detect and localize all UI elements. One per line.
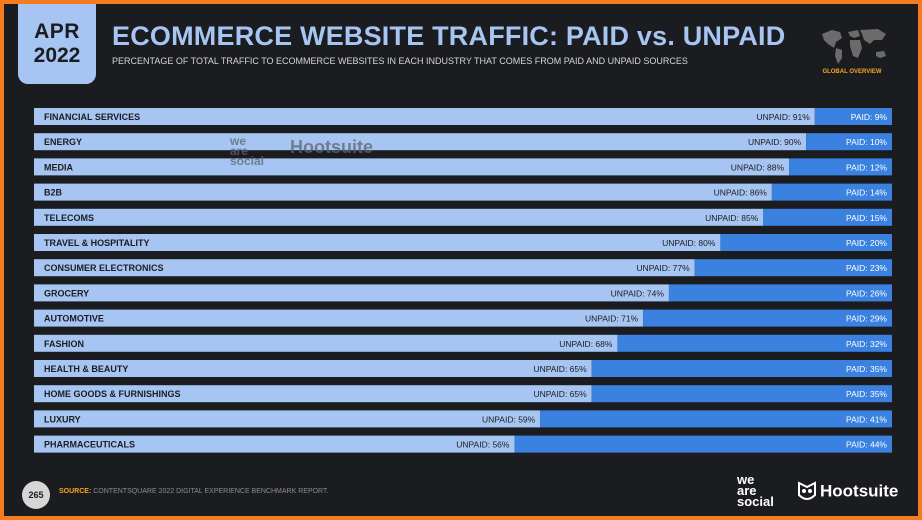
unpaid-value-label: UNPAID: 68% [559, 339, 613, 349]
we-are-social-logo: we are social [737, 472, 787, 509]
date-badge: APR 2022 [18, 4, 96, 84]
paid-value-label: PAID: 44% [846, 440, 887, 450]
unpaid-value-label: UNPAID: 74% [611, 288, 665, 298]
unpaid-value-label: UNPAID: 56% [456, 440, 510, 450]
global-overview-label: GLOBAL OVERVIEW [822, 69, 882, 75]
bar-unpaid [34, 158, 790, 176]
paid-value-label: PAID: 9% [851, 112, 888, 122]
bar-unpaid [34, 385, 592, 403]
bar-unpaid [34, 108, 815, 125]
bar-unpaid [34, 309, 644, 327]
category-label: FINANCIAL SERVICES [44, 112, 140, 122]
slide: APR 2022 ECOMMERCE WEBSITE TRAFFIC: PAID… [4, 4, 918, 516]
bar-unpaid [34, 435, 515, 453]
category-label: AUTOMOTIVE [44, 314, 104, 324]
logo-are: are [737, 483, 757, 498]
page-title: ECOMMERCE WEBSITE TRAFFIC: PAID vs. UNPA… [112, 21, 786, 51]
date-month: APR [34, 20, 80, 43]
category-label: HEALTH & BEAUTY [44, 364, 128, 374]
paid-value-label: PAID: 12% [846, 162, 887, 172]
paid-value-label: PAID: 14% [846, 188, 887, 198]
category-label: PHARMACEUTICALS [44, 440, 135, 450]
logo-social: social [737, 494, 774, 509]
unpaid-value-label: UNPAID: 91% [757, 112, 811, 122]
unpaid-value-label: UNPAID: 77% [636, 263, 690, 273]
watermark-are: are [230, 144, 249, 158]
unpaid-value-label: UNPAID: 86% [714, 188, 768, 198]
date-year: 2022 [33, 44, 81, 67]
unpaid-value-label: UNPAID: 65% [533, 364, 587, 374]
logo-we: we [737, 472, 755, 487]
source-text: CONTENTSQUARE 2022 DIGITAL EXPERIENCE BE… [93, 488, 329, 495]
paid-value-label: PAID: 41% [846, 414, 887, 424]
paid-value-label: PAID: 26% [846, 288, 887, 298]
paid-value-label: PAID: 32% [846, 339, 887, 349]
category-label: HOME GOODS & FURNISHINGS [44, 389, 181, 399]
bar-unpaid [34, 259, 695, 277]
hootsuite-wordmark: Hootsuite [820, 481, 899, 501]
stacked-bar-chart: FINANCIAL SERVICES UNPAID: 91% PAID: 9% ENE… [34, 108, 892, 453]
bar-paid [694, 259, 892, 277]
bar-paid [591, 385, 892, 403]
source-note: SOURCE: CONTENTSQUARE 2022 DIGITAL EXPER… [59, 488, 328, 495]
bar-unpaid [34, 410, 541, 428]
category-label: MEDIA [44, 162, 74, 172]
bar-unpaid [34, 183, 772, 201]
bar-paid [617, 334, 892, 352]
bar-paid [643, 309, 892, 327]
watermark-social: social [230, 154, 265, 168]
paid-value-label: PAID: 29% [846, 314, 887, 324]
unpaid-value-label: UNPAID: 85% [705, 213, 759, 223]
unpaid-value-label: UNPAID: 59% [482, 414, 536, 424]
watermark: we are social Hootsuite [230, 134, 373, 168]
bar-paid [789, 158, 892, 176]
paid-value-label: PAID: 10% [846, 137, 887, 147]
page-number: 265 [22, 481, 50, 509]
paid-value-label: PAID: 35% [846, 389, 887, 399]
unpaid-value-label: UNPAID: 88% [731, 162, 785, 172]
unpaid-value-label: UNPAID: 71% [585, 314, 639, 324]
category-label: ENERGY [44, 137, 82, 147]
bar-paid [763, 208, 892, 226]
bar-paid [720, 234, 892, 251]
bar-unpaid [34, 360, 592, 377]
bar-paid [668, 284, 892, 302]
bar-paid [591, 360, 892, 377]
category-label: TRAVEL & HOSPITALITY [44, 238, 150, 248]
owl-icon [798, 481, 816, 500]
category-label: TELECOMS [44, 213, 94, 223]
unpaid-value-label: UNPAID: 80% [662, 238, 716, 248]
bar-paid [806, 133, 892, 151]
paid-value-label: PAID: 15% [846, 213, 887, 223]
bar-paid [814, 108, 892, 125]
hootsuite-logo: Hootsuite [797, 481, 898, 503]
bar-paid [771, 183, 892, 201]
paid-value-label: PAID: 23% [846, 263, 887, 273]
watermark-hootsuite: Hootsuite [290, 137, 373, 157]
page-subtitle: PERCENTAGE OF TOTAL TRAFFIC TO ECOMMERCE… [112, 56, 688, 66]
paid-value-label: PAID: 35% [846, 364, 887, 374]
category-label: B2B [44, 188, 63, 198]
category-label: FASHION [44, 339, 84, 349]
category-label: GROCERY [44, 288, 89, 298]
world-map-icon [822, 29, 886, 64]
bar-unpaid [34, 133, 807, 151]
source-label: SOURCE: [59, 488, 92, 495]
bar-unpaid [34, 334, 618, 352]
unpaid-value-label: UNPAID: 65% [533, 389, 587, 399]
bar-unpaid [34, 208, 764, 226]
category-label: CONSUMER ELECTRONICS [44, 263, 164, 273]
category-label: LUXURY [44, 414, 81, 424]
watermark-we: we [230, 134, 247, 148]
bar-unpaid [34, 284, 669, 302]
unpaid-value-label: UNPAID: 90% [748, 137, 802, 147]
bar-paid [514, 435, 892, 453]
bar-unpaid [34, 234, 721, 251]
bar-paid [540, 410, 892, 428]
paid-value-label: PAID: 20% [846, 238, 887, 248]
